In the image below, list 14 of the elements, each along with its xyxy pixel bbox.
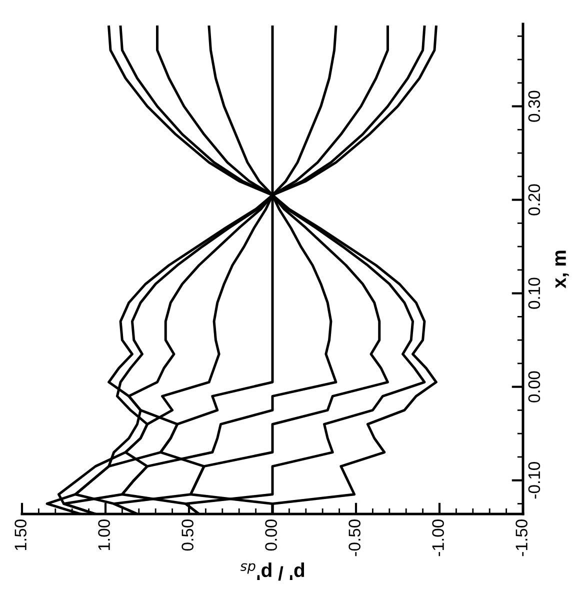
x-tick-label: -1.50 xyxy=(516,520,528,556)
y-tick-label: 0.20 xyxy=(528,184,540,216)
x-tick-label: -1.00 xyxy=(432,520,444,556)
x-tick-label: 0.00 xyxy=(265,520,277,551)
y-tick-label: 0.30 xyxy=(528,90,540,122)
x-tick-label: -0.50 xyxy=(348,520,360,556)
x-tick-label: 0.50 xyxy=(182,520,194,551)
x-axis-title: p' / p'$_{ds}$ xyxy=(240,562,304,581)
y-tick-label: -0.10 xyxy=(528,462,540,499)
y-axis-title: x, m xyxy=(555,250,569,288)
y-tick-label: 0.10 xyxy=(528,278,540,309)
y-tick-label: 0.00 xyxy=(528,371,540,402)
x-tick-label: 1.50 xyxy=(14,520,26,550)
x-tick-label: 1.00 xyxy=(98,520,110,550)
